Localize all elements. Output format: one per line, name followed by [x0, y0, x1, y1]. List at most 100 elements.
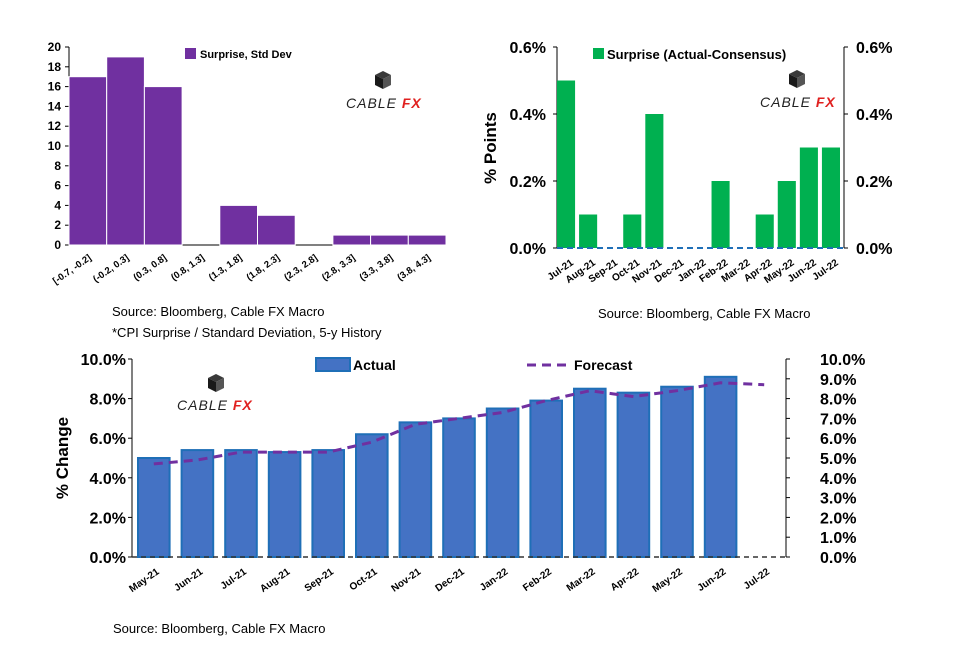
- cpi-y-axis-title: % Change: [53, 417, 72, 499]
- cpi-x-tick-label: Nov-21: [389, 566, 423, 594]
- cpi-actual-bar: [137, 457, 171, 558]
- surprise-y-tick-label: 0.4%: [510, 107, 546, 124]
- hist-x-tick-label: (0.3, 0.8]: [132, 252, 169, 283]
- surprise-logo-text: CABLE FX: [760, 94, 836, 110]
- hist-logo-cube-left-face: [375, 75, 383, 89]
- hist-bar: [257, 214, 296, 246]
- cpi-y2-tick-label: 8.0%: [820, 392, 856, 409]
- cpi-actual-bar: [660, 385, 694, 558]
- hist-y-tick-label: 12: [48, 119, 62, 133]
- hist-x-tick-label: (2.3, 2.8]: [282, 252, 319, 283]
- cpi-logo-cube-right-face: [216, 378, 224, 392]
- hist-y-tick-label: 6: [54, 179, 61, 193]
- cpi-x-tick-label: Jun-21: [172, 566, 205, 594]
- hist-x-tick-label: (1.8, 2.3]: [245, 252, 282, 283]
- cpi-y2-tick-label: 4.0%: [820, 471, 856, 488]
- hist-logo-text: CABLE FX: [346, 95, 422, 111]
- cpi-y2-tick-label: 9.0%: [820, 372, 856, 389]
- cpi-y2-tick-label: 5.0%: [820, 451, 856, 468]
- surprise-bar: [755, 214, 774, 248]
- cpi-x-tick-label: May-22: [651, 566, 685, 595]
- surprise-y2-tick-label: 0.2%: [856, 174, 892, 191]
- surprise-bar: [623, 214, 642, 248]
- hist-bar: [407, 234, 447, 246]
- cpi-actual-bar: [180, 449, 215, 558]
- hist-bar: [332, 234, 372, 246]
- hist-y-tick-label: 4: [54, 198, 61, 212]
- surprise-y2-tick-label: 0.0%: [856, 241, 892, 258]
- hist-x-tick-label: (3.8, 4.3]: [395, 252, 432, 283]
- hist-y-tick-label: 14: [48, 99, 62, 113]
- cpi-y-tick-label: 8.0%: [90, 392, 126, 409]
- cpi-actual-bar: [398, 421, 433, 558]
- hist-y-tick-label: 20: [48, 40, 62, 54]
- hist-y-tick-label: 16: [48, 80, 62, 94]
- surprise-source: Source: Bloomberg, Cable FX Macro: [598, 306, 811, 321]
- cpi-actual-bar: [529, 399, 564, 558]
- hist-x-tick-label: (1.3, 1.8]: [207, 252, 244, 283]
- surprise-legend-swatch: [593, 48, 604, 59]
- cpi-x-tick-label: May-21: [127, 566, 161, 595]
- cpi-y-tick-label: 6.0%: [90, 431, 126, 448]
- hist-legend-label: Surprise, Std Dev: [200, 49, 293, 61]
- hist-y-tick-label: 2: [54, 218, 61, 232]
- hist-logo-cube-right-face: [383, 75, 391, 89]
- cpi-actual-bar: [267, 451, 302, 558]
- cpi-y2-tick-label: 7.0%: [820, 411, 856, 428]
- hist-bar: [370, 234, 409, 246]
- hist-y-tick-label: 0: [54, 238, 61, 252]
- hist-bar: [219, 204, 259, 246]
- cpi-y2-tick-label: 2.0%: [820, 510, 856, 527]
- hist-y-tick-label: 10: [48, 139, 62, 153]
- cpi-y2-tick-label: 0.0%: [820, 550, 856, 567]
- cpi-actual-bar: [311, 449, 345, 558]
- hist-legend-swatch: [185, 48, 196, 59]
- cpi-y-tick-label: 4.0%: [90, 471, 126, 488]
- surprise-bar: [557, 80, 576, 248]
- hist-x-tick-label: (3.3, 3.8]: [358, 252, 395, 283]
- surprise-y2-tick-label: 0.4%: [856, 107, 892, 124]
- surprise-y-axis-title: % Points: [481, 112, 500, 184]
- hist-x-tick-label: (-0.2, 0.3]: [91, 252, 131, 285]
- cpi-forecast-line: [153, 381, 765, 466]
- surprise-bar: [645, 114, 664, 248]
- hist-bar: [106, 56, 145, 246]
- hist-y-tick-label: 8: [54, 159, 61, 173]
- cpi-actual-bar: [703, 375, 738, 558]
- surprise-y-tick-label: 0.6%: [510, 40, 546, 57]
- cpi-y2-tick-label: 10.0%: [820, 352, 865, 369]
- cpi-actual-bar: [616, 391, 651, 558]
- surprise-bar: [799, 147, 818, 248]
- histogram-source: Source: Bloomberg, Cable FX Macro: [112, 304, 325, 319]
- cpi-legend-actual-swatch: [315, 357, 351, 372]
- hist-x-tick-label: (0.8, 1.3]: [169, 252, 206, 283]
- surprise-bar: [711, 181, 730, 248]
- cpi-x-tick-label: Jul-22: [742, 566, 772, 592]
- surprise-bar: [821, 147, 840, 248]
- cpi-x-tick-label: Jan-22: [478, 566, 511, 593]
- cpi-logo-text: CABLE FX: [177, 397, 253, 413]
- surprise-bar: [777, 181, 796, 248]
- cpi-actual-bar: [355, 433, 389, 558]
- cpi-x-tick-label: Aug-21: [258, 566, 292, 595]
- cpi-actual-bar: [442, 417, 476, 558]
- cpi-actual-bar: [573, 387, 607, 559]
- hist-x-tick-label: [-0.7, -0.2]: [51, 252, 94, 286]
- cpi-actual-bar: [224, 449, 258, 558]
- cpi-y2-tick-label: 6.0%: [820, 431, 856, 448]
- surprise-logo-cube-left-face: [789, 74, 797, 88]
- cpi-x-tick-label: Apr-22: [609, 566, 642, 593]
- cpi-x-tick-label: Jun-22: [696, 566, 729, 594]
- cpi-x-tick-label: Mar-22: [565, 566, 598, 594]
- surprise-y-tick-label: 0.0%: [510, 241, 546, 258]
- cpi-actual-bar: [485, 407, 520, 558]
- cpi-x-tick-label: Dec-21: [434, 566, 468, 594]
- surprise-bar: [579, 214, 598, 248]
- cpi-legend-forecast-label: Forecast: [574, 357, 633, 373]
- hist-bar: [68, 76, 108, 246]
- surprise-y-tick-label: 0.2%: [510, 174, 546, 191]
- cpi-x-tick-label: Oct-21: [348, 566, 380, 593]
- cpi-legend-actual-label: Actual: [353, 357, 396, 373]
- surprise-logo-cube-right-face: [797, 74, 805, 88]
- cpi-y2-tick-label: 3.0%: [820, 491, 856, 508]
